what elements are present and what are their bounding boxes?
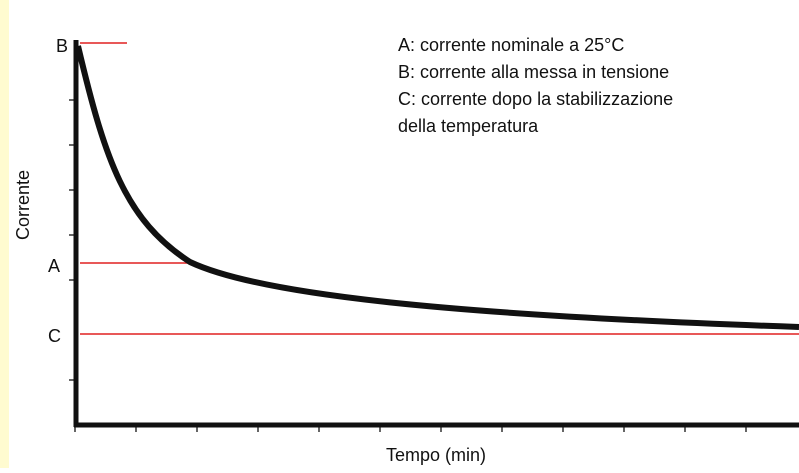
legend-line: A: corrente nominale a 25°C (398, 35, 624, 55)
legend-line: B: corrente alla messa in tensione (398, 62, 669, 82)
legend-line: della temperatura (398, 116, 539, 136)
y-axis-label: Corrente (13, 170, 33, 240)
left-strip (0, 0, 9, 468)
level-label: C (48, 326, 61, 346)
level-label: B (56, 36, 68, 56)
x-axis-label: Tempo (min) (386, 445, 486, 465)
level-label: A (48, 256, 60, 276)
current-curve (75, 45, 799, 330)
legend-line: C: corrente dopo la stabilizzazione (398, 89, 673, 109)
